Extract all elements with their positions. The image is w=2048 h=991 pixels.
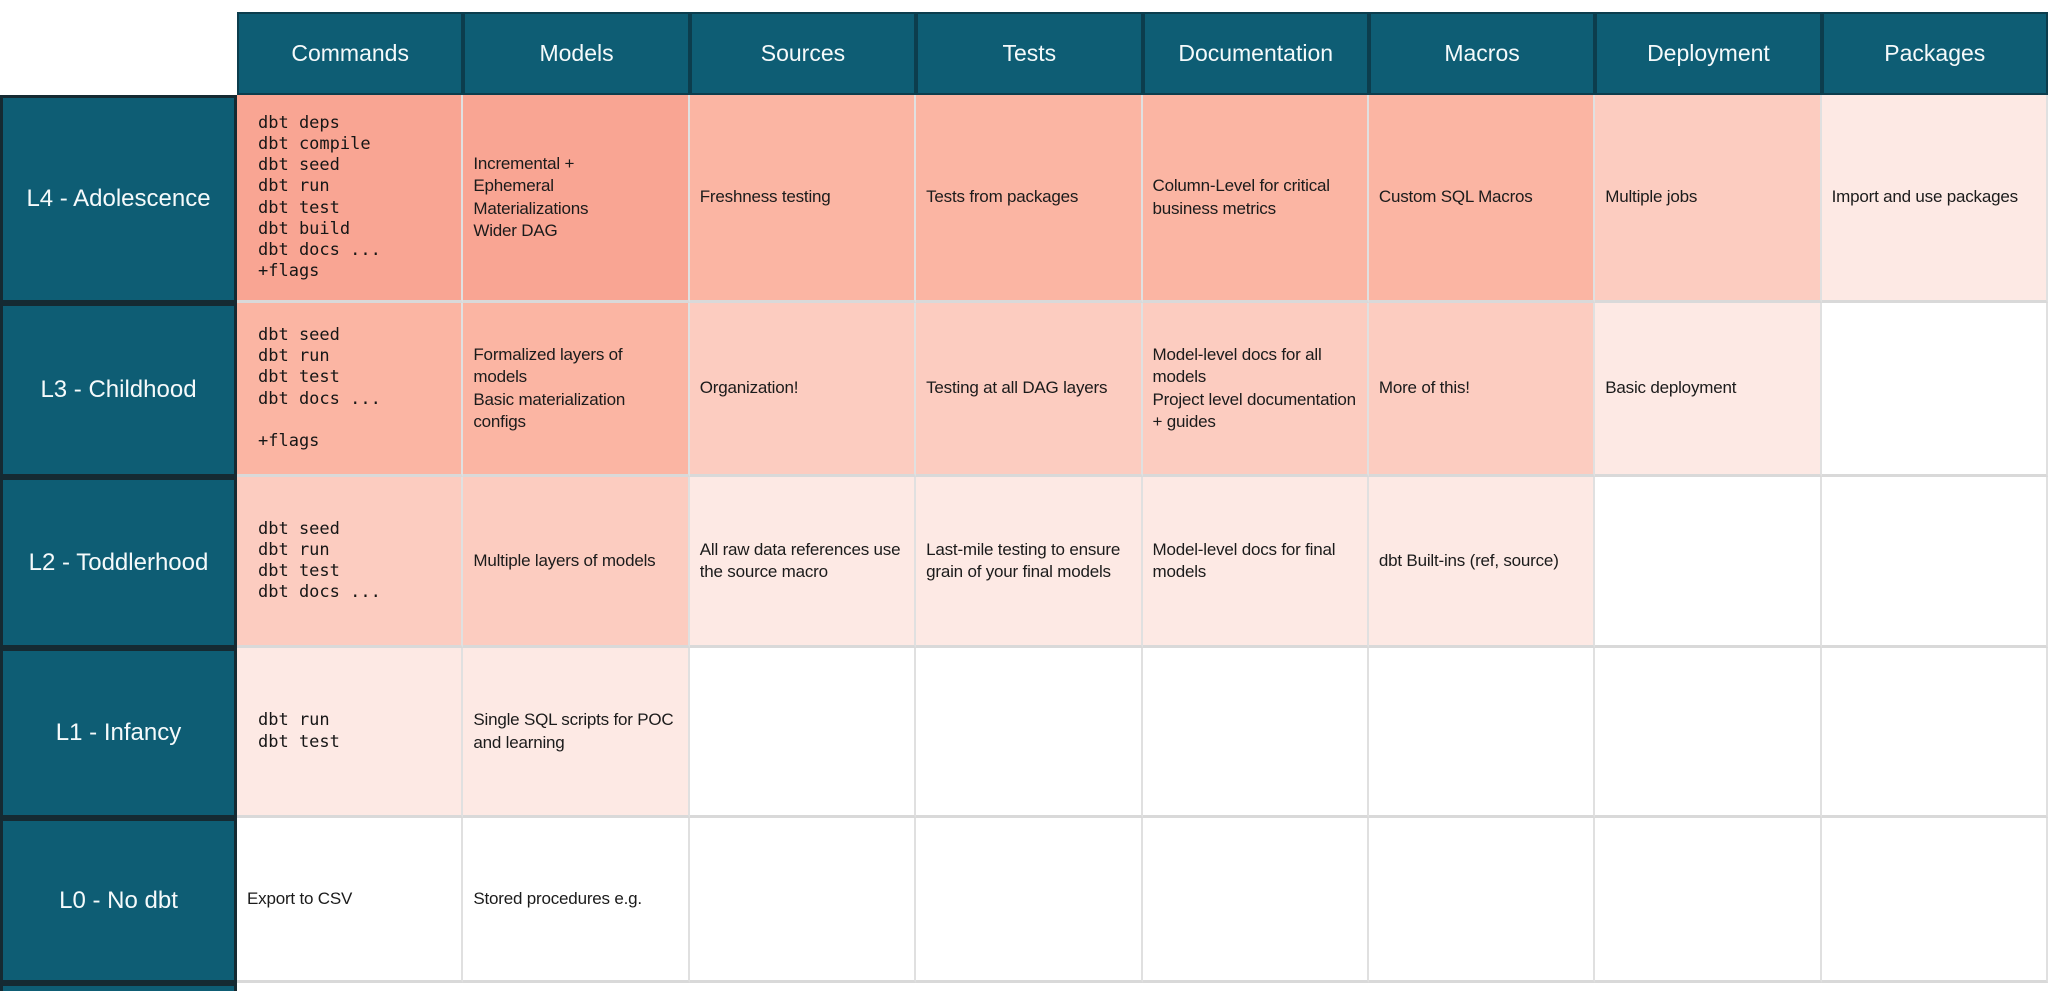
column-header-tests: Tests <box>916 12 1143 95</box>
cell-l4-documentation: Column-Level for critical business metri… <box>1142 95 1369 303</box>
column-header-models: Models <box>463 12 690 95</box>
cropped-row-body-sliver <box>1142 983 1369 991</box>
cell-l4-deployment: Multiple jobs <box>1595 95 1822 303</box>
row-label-l4: L4 - Adolescence <box>0 95 237 303</box>
cropped-row-body-sliver <box>1368 983 1596 991</box>
cropped-row-body-sliver <box>689 983 917 991</box>
column-header-packages: Packages <box>1821 12 2048 95</box>
cell-l4-macros: Custom SQL Macros <box>1368 95 1596 303</box>
cell-l2-commands: dbt seed dbt run dbt test dbt docs ... <box>237 477 464 648</box>
cell-l1-commands: dbt run dbt test <box>237 648 464 818</box>
cell-l4-models: Incremental + Ephemeral Materializations… <box>463 95 690 303</box>
cell-l3-commands: dbt seed dbt run dbt test dbt docs ... +… <box>237 303 464 477</box>
cell-l3-sources: Organization! <box>689 303 917 477</box>
cell-l1-packages <box>1821 648 2048 818</box>
column-header-documentation: Documentation <box>1142 12 1369 95</box>
cell-l0-macros <box>1368 818 1596 983</box>
cell-l1-macros <box>1368 648 1596 818</box>
cropped-row-body-sliver <box>237 983 464 991</box>
cell-l4-packages: Import and use packages <box>1821 95 2048 303</box>
row-label-l2: L2 - Toddlerhood <box>0 477 237 648</box>
cell-l0-packages <box>1821 818 2048 983</box>
cropped-row-body-sliver <box>1821 983 2048 991</box>
cell-l1-tests <box>916 648 1143 818</box>
cropped-row-body-sliver <box>916 983 1143 991</box>
cell-l2-packages <box>1821 477 2048 648</box>
cell-l1-deployment <box>1595 648 1822 818</box>
cell-l1-sources <box>689 648 917 818</box>
row-label-l1: L1 - Infancy <box>0 648 237 818</box>
column-header-sources: Sources <box>689 12 917 95</box>
cell-l4-sources: Freshness testing <box>689 95 917 303</box>
cell-l2-models: Multiple layers of models <box>463 477 690 648</box>
cell-l2-macros: dbt Built-ins (ref, source) <box>1368 477 1596 648</box>
cell-l2-documentation: Model-level docs for final models <box>1142 477 1369 648</box>
cell-l3-models: Formalized layers of models Basic materi… <box>463 303 690 477</box>
cell-l1-documentation <box>1142 648 1369 818</box>
cell-l0-models: Stored procedures e.g. <box>463 818 690 983</box>
cell-l3-packages <box>1821 303 2048 477</box>
row-label-l0: L0 - No dbt <box>0 818 237 983</box>
column-header-macros: Macros <box>1368 12 1596 95</box>
cell-l3-deployment: Basic deployment <box>1595 303 1822 477</box>
cell-l1-models: Single SQL scripts for POC and learning <box>463 648 690 818</box>
cell-l3-macros: More of this! <box>1368 303 1596 477</box>
cell-l0-sources <box>689 818 917 983</box>
cropped-row-body-sliver <box>1595 983 1822 991</box>
cell-l0-deployment <box>1595 818 1822 983</box>
cropped-row-body-sliver <box>463 983 690 991</box>
cell-l4-commands: dbt deps dbt compile dbt seed dbt run db… <box>237 95 464 303</box>
top-margin-strip <box>0 0 2048 12</box>
row-label-l3: L3 - Childhood <box>0 303 237 477</box>
column-header-commands: Commands <box>237 12 464 95</box>
cell-l0-tests <box>916 818 1143 983</box>
cell-l2-deployment <box>1595 477 1822 648</box>
cell-l2-sources: All raw data references use the source m… <box>689 477 917 648</box>
corner-cell <box>0 12 237 95</box>
cell-l0-commands: Export to CSV <box>237 818 464 983</box>
cell-l0-documentation <box>1142 818 1369 983</box>
cell-l3-documentation: Model-level docs for all models Project … <box>1142 303 1369 477</box>
column-header-deployment: Deployment <box>1595 12 1822 95</box>
cell-l4-tests: Tests from packages <box>916 95 1143 303</box>
cropped-row-label-sliver <box>0 983 237 991</box>
cell-l2-tests: Last-mile testing to ensure grain of you… <box>916 477 1143 648</box>
cell-l3-tests: Testing at all DAG layers <box>916 303 1143 477</box>
